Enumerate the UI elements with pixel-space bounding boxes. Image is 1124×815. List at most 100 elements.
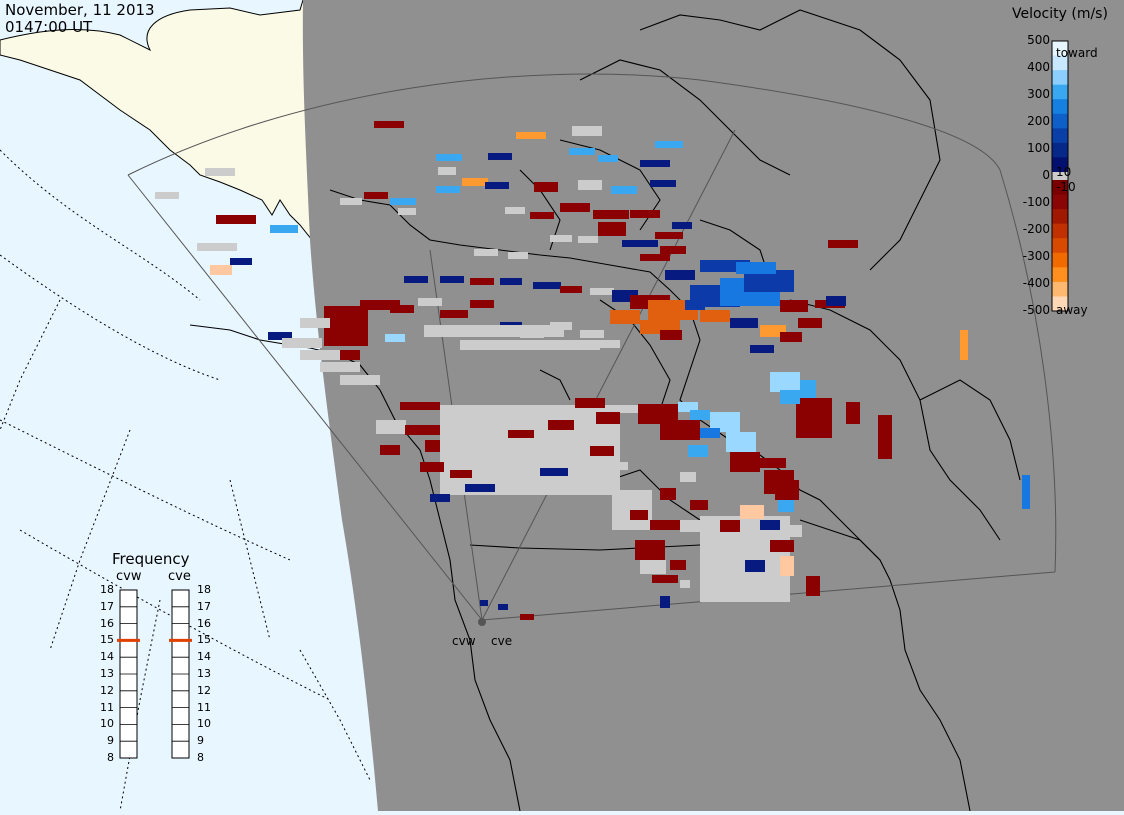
- backscatter-cell: [530, 212, 554, 219]
- frequency-tick-left: 15: [100, 633, 114, 647]
- frequency-west-label: cvw: [116, 569, 142, 584]
- backscatter-cells: [155, 121, 1030, 620]
- backscatter-cell: [436, 154, 462, 161]
- backscatter-cell: [593, 210, 629, 219]
- title-date: November, 11 2013: [5, 1, 155, 19]
- backscatter-cell: [155, 192, 179, 199]
- frequency-east-label: cve: [168, 569, 191, 584]
- backscatter-cell: [500, 278, 522, 285]
- frequency-tick-right: 18: [197, 583, 211, 596]
- backscatter-cell: [622, 240, 658, 247]
- backscatter-cell: [572, 126, 602, 136]
- backscatter-cell: [230, 258, 252, 265]
- backscatter-cell: [580, 330, 604, 338]
- colorbar-swatch-gray: [1052, 172, 1068, 180]
- backscatter-cell: [569, 148, 595, 155]
- backscatter-cell: [730, 452, 760, 472]
- frequency-tick-right: 17: [197, 599, 211, 613]
- backscatter-cell: [660, 596, 670, 608]
- backscatter-cell: [630, 210, 660, 218]
- frequency-tick-right: 9: [197, 734, 204, 748]
- backscatter-cell: [826, 296, 846, 306]
- frequency-tick-left: 18: [100, 583, 114, 596]
- backscatter-cell: [744, 270, 794, 292]
- backscatter-cell: [340, 375, 380, 385]
- backscatter-cell: [210, 265, 232, 275]
- grid-lines: [0, 149, 371, 812]
- backscatter-cell: [438, 167, 456, 175]
- backscatter-cell: [550, 235, 572, 242]
- backscatter-cell: [324, 306, 368, 346]
- colorbar-away-label: away: [1056, 303, 1088, 317]
- backscatter-cell: [650, 180, 676, 187]
- backscatter-cell: [516, 132, 546, 139]
- cb-tick-p100: 100: [1027, 141, 1050, 155]
- backscatter-cell: [600, 462, 628, 470]
- backscatter-cell: [700, 310, 730, 322]
- backscatter-cell: [780, 300, 808, 312]
- colorbar-swatch-away: [1052, 281, 1068, 297]
- backscatter-cell: [750, 345, 774, 353]
- backscatter-cell: [680, 520, 700, 532]
- backscatter-cell: [398, 208, 416, 215]
- velocity-colorbar: [1051, 40, 1069, 312]
- backscatter-cell: [760, 325, 786, 337]
- backscatter-cell: [548, 420, 574, 430]
- backscatter-cell: [320, 362, 360, 372]
- colorbar-swatch-toward: [1052, 84, 1068, 100]
- frequency-tick-left: 17: [100, 599, 114, 613]
- backscatter-cell: [670, 560, 686, 570]
- backscatter-cell: [480, 600, 488, 606]
- backscatter-cell: [340, 350, 360, 360]
- backscatter-cell: [590, 446, 614, 456]
- backscatter-cell: [660, 488, 676, 500]
- frequency-tick-left: 16: [100, 616, 114, 630]
- backscatter-cell: [460, 340, 600, 350]
- backscatter-cell: [652, 575, 678, 583]
- colorbar-small-neg: -10: [1056, 180, 1076, 194]
- frequency-tick-left: 13: [100, 667, 114, 680]
- radar-west-label: cvw: [452, 634, 476, 648]
- colorbar-swatch-toward: [1052, 142, 1068, 158]
- backscatter-cell: [780, 390, 800, 404]
- backscatter-cell: [598, 155, 618, 162]
- frequency-panel: [117, 589, 192, 759]
- backscatter-cell: [520, 614, 534, 620]
- colorbar-swatch-away: [1052, 296, 1068, 312]
- title-time: 0147:00 UT: [5, 18, 93, 36]
- backscatter-cell: [806, 576, 820, 596]
- backscatter-cell: [575, 398, 605, 408]
- cb-tick-p500: 500: [1027, 33, 1050, 47]
- backscatter-cell: [390, 305, 414, 313]
- colorbar-swatch-away: [1052, 223, 1068, 239]
- backscatter-cell: [680, 472, 696, 482]
- radar-site-marker: [478, 618, 486, 626]
- backscatter-cell: [436, 186, 460, 193]
- backscatter-cell: [560, 286, 582, 293]
- backscatter-cell: [720, 520, 740, 532]
- backscatter-cell: [300, 318, 330, 328]
- colorbar-title: Velocity (m/s): [1012, 6, 1108, 22]
- backscatter-cell: [745, 560, 765, 572]
- backscatter-cell: [635, 540, 665, 560]
- backscatter-cell: [462, 178, 488, 186]
- frequency-tick-right: 11: [197, 700, 211, 714]
- cb-tick-n400: -400: [1022, 276, 1050, 290]
- backscatter-cell: [770, 540, 794, 552]
- backscatter-cell: [690, 410, 710, 420]
- backscatter-cell: [498, 604, 508, 610]
- colorbar-swatch-away: [1052, 180, 1068, 196]
- backscatter-cell: [700, 428, 720, 438]
- backscatter-cell: [828, 240, 858, 248]
- map-title: November, 11 2013 0147:00 UT: [5, 2, 155, 36]
- colorbar-swatch-toward: [1052, 128, 1068, 144]
- cb-tick-p200: 200: [1027, 114, 1050, 128]
- backscatter-cell: [760, 458, 786, 468]
- backscatter-cell: [740, 505, 764, 519]
- backscatter-cell: [400, 402, 440, 410]
- backscatter-cell: [570, 480, 590, 488]
- frequency-tick-right: 8: [197, 751, 204, 764]
- cb-tick-n100: -100: [1022, 195, 1050, 209]
- backscatter-cell: [760, 520, 780, 530]
